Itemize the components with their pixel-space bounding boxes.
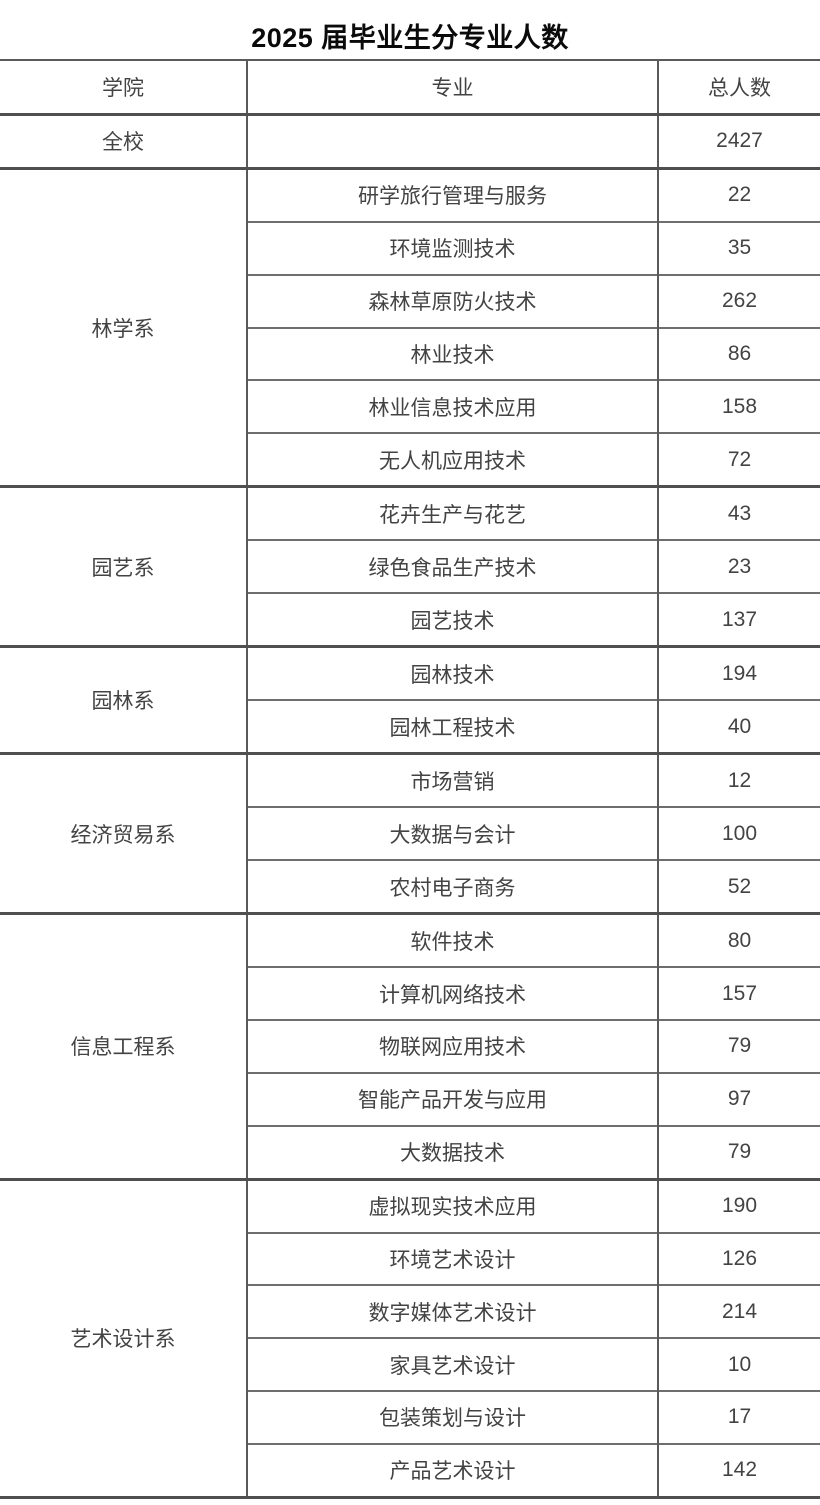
count-cell: 190 bbox=[657, 1177, 820, 1233]
major-cell: 市场营销 bbox=[246, 752, 658, 808]
major-cell: 无人机应用技术 bbox=[246, 432, 658, 487]
college-cell: 园林系 bbox=[0, 645, 247, 754]
major-cell: 农村电子商务 bbox=[246, 859, 658, 914]
major-cell: 绿色食品生产技术 bbox=[246, 539, 658, 593]
table-row: 大数据技术 79 bbox=[0, 1124, 820, 1180]
count-cell: 22 bbox=[657, 166, 820, 222]
major-cell: 环境监测技术 bbox=[246, 220, 658, 275]
major-cell: 物联网应用技术 bbox=[246, 1018, 658, 1073]
table-row: 园林系 园林技术 194 bbox=[0, 645, 820, 754]
table-row: 森林草原防火技术 262 bbox=[0, 273, 820, 328]
major-cell: 花卉生产与花艺 bbox=[246, 485, 658, 541]
major-cell: 软件技术 bbox=[246, 912, 658, 968]
major-cell bbox=[246, 112, 658, 169]
major-cell: 大数据与会计 bbox=[246, 806, 658, 861]
count-cell: 23 bbox=[657, 539, 820, 593]
table-row: 计算机网络技术 157 bbox=[0, 966, 820, 1020]
count-cell: 157 bbox=[657, 966, 820, 1020]
table-row: 大数据与会计 100 bbox=[0, 806, 820, 861]
major-cell: 产品艺术设计 bbox=[246, 1442, 658, 1498]
table-body: 全校 2427 林学系 研学旅行管理与服务 22 环境监测技术 35 森林草原防火技术 262 林… bbox=[0, 112, 820, 1498]
table-row: 信息工程系 软件技术 80 bbox=[0, 912, 820, 1180]
table-row: 园艺系 花卉生产与花艺 43 bbox=[0, 485, 820, 647]
count-cell: 214 bbox=[657, 1284, 820, 1339]
major-cell: 林业信息技术应用 bbox=[246, 379, 658, 434]
college-cell: 全校 bbox=[0, 112, 247, 169]
count-cell: 126 bbox=[657, 1231, 820, 1286]
table-row: 农村电子商务 52 bbox=[0, 859, 820, 914]
count-cell: 79 bbox=[657, 1124, 820, 1180]
table-row: 环境监测技术 35 bbox=[0, 220, 820, 275]
count-cell: 40 bbox=[657, 699, 820, 754]
table-row: 绿色食品生产技术 23 bbox=[0, 539, 820, 593]
count-cell: 86 bbox=[657, 326, 820, 381]
count-cell: 137 bbox=[657, 591, 820, 647]
table-row: 物联网应用技术 79 bbox=[0, 1018, 820, 1073]
major-cell: 园林工程技术 bbox=[246, 699, 658, 754]
major-cell: 研学旅行管理与服务 bbox=[246, 166, 658, 222]
table-row-overall: 全校 2427 bbox=[0, 112, 820, 169]
table-row: 数字媒体艺术设计 214 bbox=[0, 1284, 820, 1339]
table-row: 园艺技术 137 bbox=[0, 591, 820, 647]
header-total: 总人数 bbox=[657, 60, 820, 116]
major-cell: 家具艺术设计 bbox=[246, 1337, 658, 1391]
count-cell: 194 bbox=[657, 645, 820, 701]
major-cell: 园艺技术 bbox=[246, 591, 658, 647]
college-cell: 艺术设计系 bbox=[0, 1177, 247, 1498]
header-college: 学院 bbox=[0, 60, 247, 116]
count-cell: 17 bbox=[657, 1389, 820, 1444]
count-cell: 142 bbox=[657, 1442, 820, 1498]
major-cell: 计算机网络技术 bbox=[246, 966, 658, 1020]
header-major: 专业 bbox=[246, 60, 658, 116]
page-title: 2025 届毕业生分专业人数 bbox=[251, 23, 569, 53]
count-cell: 35 bbox=[657, 220, 820, 275]
college-cell: 信息工程系 bbox=[0, 912, 247, 1180]
count-cell: 43 bbox=[657, 485, 820, 541]
table-row: 艺术设计系 虚拟现实技术应用 190 bbox=[0, 1177, 820, 1498]
table-row: 家具艺术设计 10 bbox=[0, 1337, 820, 1391]
major-cell: 智能产品开发与应用 bbox=[246, 1071, 658, 1126]
table-row: 包装策划与设计 17 bbox=[0, 1389, 820, 1444]
table-row: 无人机应用技术 72 bbox=[0, 432, 820, 487]
count-cell: 10 bbox=[657, 1337, 820, 1391]
table-row: 林业信息技术应用 158 bbox=[0, 379, 820, 434]
table-row: 林业技术 86 bbox=[0, 326, 820, 381]
count-cell: 12 bbox=[657, 752, 820, 808]
header-row: 学院 专业 总人数 bbox=[0, 60, 820, 116]
major-cell: 包装策划与设计 bbox=[246, 1389, 658, 1444]
count-cell: 2427 bbox=[657, 112, 820, 169]
graduates-by-major-table: 学院 专业 总人数 全校 2427 林学系 研学旅行管理与服务 22 环境监测技术 35 森林… bbox=[0, 59, 820, 1499]
table-row: 经济贸易系 市场营销 12 bbox=[0, 752, 820, 914]
count-cell: 79 bbox=[657, 1018, 820, 1073]
college-cell: 林学系 bbox=[0, 166, 247, 487]
major-cell: 园林技术 bbox=[246, 645, 658, 701]
college-cell: 经济贸易系 bbox=[0, 752, 247, 914]
table-row: 林学系 研学旅行管理与服务 22 bbox=[0, 166, 820, 487]
count-cell: 52 bbox=[657, 859, 820, 914]
count-cell: 100 bbox=[657, 806, 820, 861]
table-header: 学院 专业 总人数 bbox=[0, 60, 820, 116]
count-cell: 158 bbox=[657, 379, 820, 434]
major-cell: 环境艺术设计 bbox=[246, 1231, 658, 1286]
major-cell: 虚拟现实技术应用 bbox=[246, 1177, 658, 1233]
major-cell: 森林草原防火技术 bbox=[246, 273, 658, 328]
college-cell: 园艺系 bbox=[0, 485, 247, 647]
major-cell: 大数据技术 bbox=[246, 1124, 658, 1180]
table-row: 园林工程技术 40 bbox=[0, 699, 820, 754]
table-row: 环境艺术设计 126 bbox=[0, 1231, 820, 1286]
major-cell: 数字媒体艺术设计 bbox=[246, 1284, 658, 1339]
count-cell: 97 bbox=[657, 1071, 820, 1126]
count-cell: 262 bbox=[657, 273, 820, 328]
count-cell: 72 bbox=[657, 432, 820, 487]
table-row: 智能产品开发与应用 97 bbox=[0, 1071, 820, 1126]
count-cell: 80 bbox=[657, 912, 820, 968]
table-row: 产品艺术设计 142 bbox=[0, 1442, 820, 1498]
major-cell: 林业技术 bbox=[246, 326, 658, 381]
